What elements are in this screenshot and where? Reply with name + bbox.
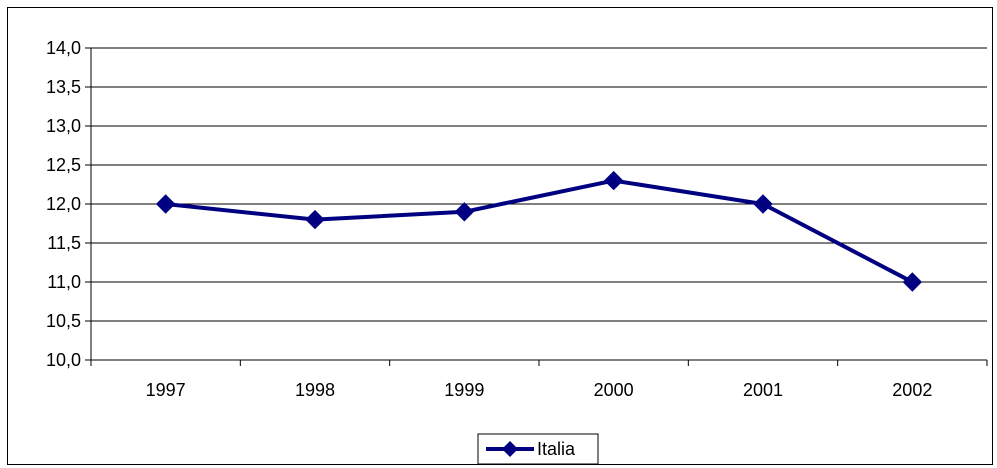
legend-label-italia: Italia	[537, 439, 576, 459]
y-tick-label: 12,5	[46, 155, 81, 175]
y-tick-label: 12,0	[46, 194, 81, 214]
legend: Italia	[477, 433, 599, 465]
y-tick-label: 10,0	[46, 350, 81, 370]
data-point-marker	[454, 202, 475, 222]
data-point-marker	[902, 272, 923, 292]
y-tick-label: 13,0	[46, 116, 81, 136]
gridlines	[91, 47, 987, 322]
x-axis-ticks: 1997 1998 1999 2000 2001 2002	[146, 380, 933, 400]
y-axis-ticks: 10,0 10,5 11,0 11,5 12,0 12,5 13,0 13,5 14,0	[46, 38, 81, 370]
x-tick-label: 1997	[146, 380, 186, 400]
chart-frame	[7, 7, 993, 465]
data-point-marker	[603, 170, 624, 191]
data-point-marker	[155, 194, 176, 214]
x-tick-label: 2001	[743, 380, 783, 400]
x-tick-label: 1998	[295, 380, 335, 400]
series-layer	[155, 170, 923, 292]
data-point-marker	[753, 194, 773, 214]
y-tick-label: 10,5	[46, 311, 81, 331]
x-tick-label: 1999	[444, 380, 484, 400]
x-tick-label: 2000	[594, 380, 634, 400]
data-point-marker	[305, 209, 325, 230]
series-line-italia	[165, 178, 914, 284]
axes	[85, 47, 988, 366]
x-tick-label: 2002	[892, 380, 932, 400]
legend-marker-italia	[502, 441, 518, 457]
y-tick-label: 14,0	[46, 38, 81, 58]
y-tick-label: 13,5	[46, 77, 81, 97]
y-tick-label: 11,0	[47, 272, 81, 292]
y-tick-label: 11,5	[47, 233, 81, 253]
